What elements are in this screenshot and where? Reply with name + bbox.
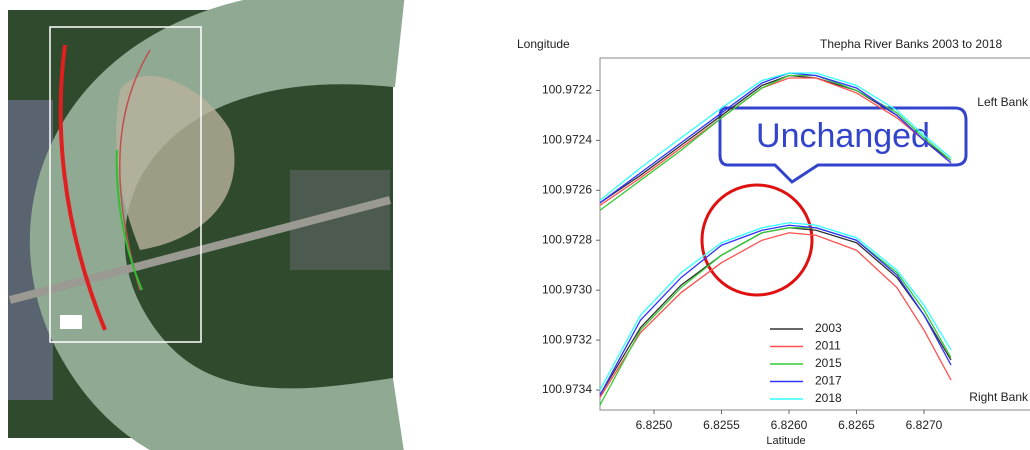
y-tick-label: 100.9726 (542, 182, 592, 196)
legend-label: 2015 (815, 356, 842, 370)
page: {"chart_data": { "type": "line", "title"… (0, 0, 1030, 450)
x-tick-label: 6.8265 (838, 418, 875, 432)
satellite-image (8, 10, 400, 438)
figure: Longitude Thepha River Banks 2003 to 201… (0, 0, 1030, 450)
legend-label: 2003 (815, 321, 842, 335)
legend-label: 2018 (815, 391, 842, 405)
annotation: Left Bank (977, 95, 1029, 109)
y-tick-label: 100.9730 (542, 282, 592, 296)
chart-title: Thepha River Banks 2003 to 2018 (820, 37, 1002, 51)
y-tick-label: 100.9722 (542, 83, 592, 97)
y-tick-label: 100.9724 (542, 133, 592, 147)
y-axis-label: Longitude (517, 37, 570, 51)
legend-label: 2011 (815, 339, 841, 353)
x-axis-label: Latitude (766, 435, 805, 447)
annotation: Right Bank (969, 390, 1029, 404)
x-tick-label: 6.8255 (703, 418, 740, 432)
x-tick-label: 6.8260 (771, 418, 808, 432)
highlight-circle (702, 185, 812, 295)
legend-label: 2017 (815, 374, 842, 388)
annotation: Unchanged (756, 117, 930, 155)
y-tick-label: 100.9732 (542, 332, 592, 346)
y-tick-label: 100.9734 (542, 382, 592, 396)
building (60, 315, 82, 329)
y-tick-label: 100.9728 (542, 232, 592, 246)
x-tick-label: 6.8250 (636, 418, 673, 432)
x-tick-label: 6.8270 (906, 418, 943, 432)
